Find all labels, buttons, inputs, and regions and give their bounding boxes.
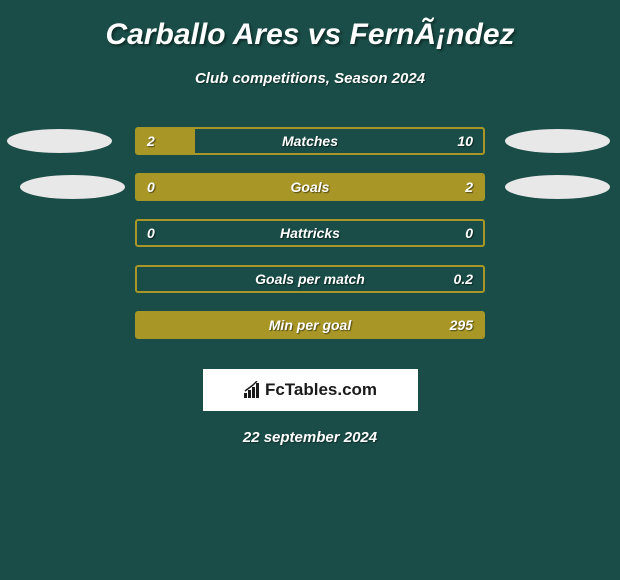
stat-row-goals-per-match: Goals per match 0.2 [0, 265, 620, 293]
comparison-rows: 2 Matches 10 0 Goals 2 0 Hattricks [0, 127, 620, 339]
footer-logo-box: FcTables.com [203, 369, 418, 411]
value-left: 0 [147, 179, 155, 195]
value-left: 2 [147, 133, 155, 149]
stat-row-matches: 2 Matches 10 [0, 127, 620, 155]
date-text: 22 september 2024 [0, 429, 620, 446]
stat-label: Min per goal [269, 317, 351, 333]
ellipse-right-icon [505, 175, 610, 199]
comparison-infographic: Carballo Ares vs FernÃ¡ndez Club competi… [0, 0, 620, 456]
stat-row-goals: 0 Goals 2 [0, 173, 620, 201]
value-right: 295 [450, 317, 473, 333]
value-right: 10 [457, 133, 473, 149]
stat-row-min-per-goal: Min per goal 295 [0, 311, 620, 339]
brand-logo: FcTables.com [243, 380, 377, 400]
ellipse-left-icon [20, 175, 125, 199]
bar-container: Goals per match 0.2 [135, 265, 485, 293]
stat-label: Matches [282, 133, 338, 149]
page-subtitle: Club competitions, Season 2024 [0, 70, 620, 87]
stat-label: Goals [291, 179, 330, 195]
stat-row-hattricks: 0 Hattricks 0 [0, 219, 620, 247]
bar-container: 0 Goals 2 [135, 173, 485, 201]
value-right: 0.2 [454, 271, 473, 287]
bar-container: Min per goal 295 [135, 311, 485, 339]
stat-label: Goals per match [255, 271, 365, 287]
bar-left-fill [137, 129, 195, 153]
page-title: Carballo Ares vs FernÃ¡ndez [0, 18, 620, 52]
bar-container: 2 Matches 10 [135, 127, 485, 155]
ellipse-right-icon [505, 129, 610, 153]
bar-container: 0 Hattricks 0 [135, 219, 485, 247]
value-right: 2 [465, 179, 473, 195]
value-right: 0 [465, 225, 473, 241]
value-left: 0 [147, 225, 155, 241]
brand-text: FcTables.com [265, 380, 377, 400]
ellipse-left-icon [7, 129, 112, 153]
stat-label: Hattricks [280, 225, 340, 241]
chart-icon [243, 381, 261, 399]
